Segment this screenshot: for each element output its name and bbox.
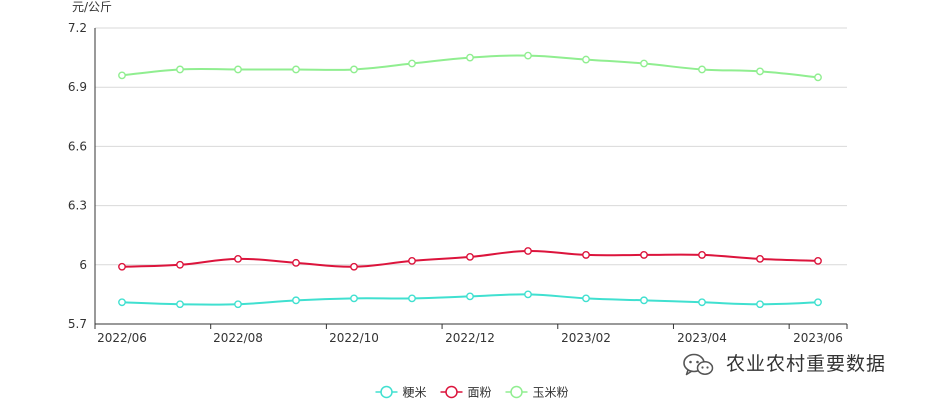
data-point[interactable]: [234, 300, 242, 309]
wechat-icon: [683, 353, 714, 376]
data-point[interactable]: [292, 65, 300, 74]
data-point[interactable]: [350, 262, 358, 271]
legend: 粳米 面粉 玉米粉: [375, 385, 569, 400]
data-point[interactable]: [698, 251, 706, 259]
series-玉米粉: [118, 51, 822, 82]
legend-item[interactable]: 玉米粉: [505, 385, 569, 400]
data-point[interactable]: [466, 292, 474, 301]
series-lines: [118, 51, 822, 309]
x-tick-label: 2023/04: [677, 331, 727, 345]
y-tick-label: 6.3: [68, 199, 87, 213]
y-tick-label: 6: [79, 258, 87, 272]
data-point[interactable]: [814, 298, 822, 307]
legend-swatch-marker: [445, 385, 458, 399]
data-point[interactable]: [118, 71, 126, 80]
x-tick-label: 2022/06: [97, 331, 147, 345]
y-tick-label: 6.9: [68, 80, 87, 94]
data-point[interactable]: [640, 251, 648, 259]
series-粳米: [118, 290, 822, 309]
data-point[interactable]: [292, 296, 300, 305]
data-point[interactable]: [408, 294, 416, 303]
data-point[interactable]: [582, 55, 590, 64]
data-point[interactable]: [176, 300, 184, 309]
legend-swatch-marker: [510, 385, 523, 399]
y-tick-label: 6.6: [68, 139, 87, 153]
data-point[interactable]: [350, 294, 358, 303]
data-point[interactable]: [582, 294, 590, 303]
data-point[interactable]: [524, 51, 532, 60]
data-point[interactable]: [640, 296, 648, 305]
legend-label: 粳米: [403, 386, 427, 400]
data-point[interactable]: [234, 254, 242, 263]
data-point[interactable]: [814, 73, 822, 82]
data-point[interactable]: [234, 65, 242, 74]
legend-swatch-marker: [380, 385, 393, 399]
x-tick-label: 2022/12: [445, 331, 495, 345]
legend-item[interactable]: 粳米: [375, 385, 427, 400]
data-point[interactable]: [466, 253, 474, 261]
watermark-text: 农业农村重要数据: [726, 353, 886, 375]
data-point[interactable]: [292, 258, 300, 267]
y-tick-label: 7.2: [68, 21, 87, 35]
series-面粉: [118, 247, 822, 271]
data-point[interactable]: [408, 256, 416, 265]
data-point[interactable]: [176, 260, 184, 269]
data-point[interactable]: [524, 290, 532, 299]
legend-item[interactable]: 面粉: [440, 385, 492, 400]
data-point[interactable]: [698, 298, 706, 307]
data-point[interactable]: [524, 247, 532, 255]
data-point[interactable]: [350, 65, 358, 74]
data-point[interactable]: [698, 65, 706, 74]
y-tick-label: 5.7: [68, 317, 87, 331]
grid-lines: [95, 27, 847, 266]
data-point[interactable]: [814, 256, 822, 265]
data-point[interactable]: [756, 67, 764, 76]
x-tick-label: 2023/06: [793, 331, 843, 345]
data-point[interactable]: [466, 53, 474, 62]
data-point[interactable]: [756, 300, 764, 309]
data-point[interactable]: [176, 65, 184, 74]
data-point[interactable]: [118, 262, 126, 271]
data-point[interactable]: [118, 298, 126, 307]
data-point[interactable]: [408, 59, 416, 68]
x-tick-label: 2023/02: [561, 331, 611, 345]
watermark: 农业农村重要数据: [683, 353, 886, 376]
legend-label: 面粉: [468, 386, 492, 400]
axes: 5.7 6 6.3 6.6 6.9 7.2 2022/06 2022/08 2022/10 202…: [68, 21, 848, 345]
x-tick-label: 2022/10: [329, 331, 379, 345]
legend-label: 玉米粉: [533, 386, 569, 400]
data-point[interactable]: [756, 254, 764, 263]
data-point[interactable]: [640, 59, 648, 68]
y-axis-unit-label: 元/公斤: [72, 0, 112, 14]
x-tick-label: 2022/08: [213, 331, 263, 345]
data-point[interactable]: [582, 251, 590, 259]
